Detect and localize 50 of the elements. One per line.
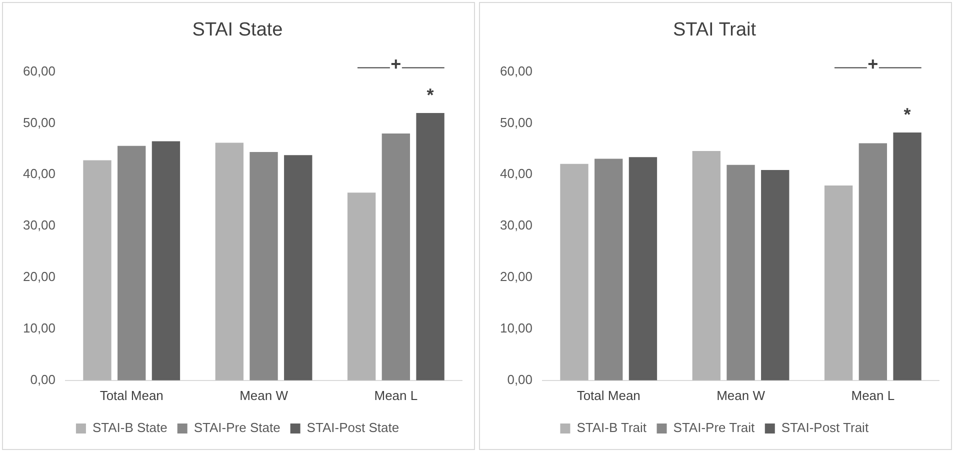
y-tick-label: 50,00 [22, 114, 56, 130]
y-tick-label: 30,00 [22, 218, 56, 233]
bar [761, 170, 790, 380]
y-tick-label: 30,00 [500, 218, 533, 233]
bar [560, 164, 588, 380]
y-tick-label: 0,00 [507, 372, 533, 387]
y-tick-label: 40,00 [500, 166, 533, 182]
legend-label: STAI-Pre State [194, 420, 280, 436]
y-tick-label: 60,00 [22, 63, 56, 78]
annotation: + [390, 54, 402, 74]
bar [628, 157, 658, 380]
legend-label: STAI-B Trait [576, 420, 647, 436]
bar [118, 146, 146, 380]
annotation: * [904, 104, 911, 124]
bar [83, 160, 112, 380]
x-tick-label: Mean W [240, 388, 289, 403]
y-tick-label: 60,00 [500, 63, 533, 78]
bar [726, 164, 755, 380]
y-tick-label: 0,00 [30, 372, 56, 387]
y-tick-label: 20,00 [500, 269, 533, 284]
bar [152, 141, 180, 380]
y-tick-label: 50,00 [500, 114, 533, 130]
y-tick-label: 10,00 [500, 320, 533, 336]
y-tick-label: 10,00 [22, 320, 56, 336]
bar [215, 142, 244, 380]
bar [824, 185, 853, 380]
x-tick-label: Total Mean [576, 388, 640, 403]
legend-label: STAI-Post Trait [781, 420, 869, 436]
bar [382, 134, 410, 380]
legend-label: STAI-Post State [306, 420, 400, 436]
bar [250, 152, 278, 380]
bar [284, 155, 312, 380]
x-tick-label: Mean L [374, 388, 418, 403]
bar [692, 151, 720, 380]
bar [347, 192, 376, 380]
y-tick-label: 40,00 [22, 166, 56, 182]
annotation: * [426, 84, 434, 105]
bar [594, 158, 623, 380]
bar [416, 112, 444, 380]
chart-title: STAI Trait [672, 20, 757, 41]
legend-label: STAI-Pre Trait [673, 420, 756, 436]
legend-label: STAI-B State [92, 420, 168, 436]
x-tick-label: Mean W [716, 388, 766, 403]
x-tick-label: Total Mean [100, 388, 164, 403]
annotation: + [868, 54, 878, 74]
y-tick-label: 20,00 [22, 269, 56, 284]
x-tick-label: Mean L [851, 388, 895, 403]
bar [893, 132, 922, 380]
bar [858, 143, 888, 380]
chart-title: STAI State [192, 20, 283, 41]
